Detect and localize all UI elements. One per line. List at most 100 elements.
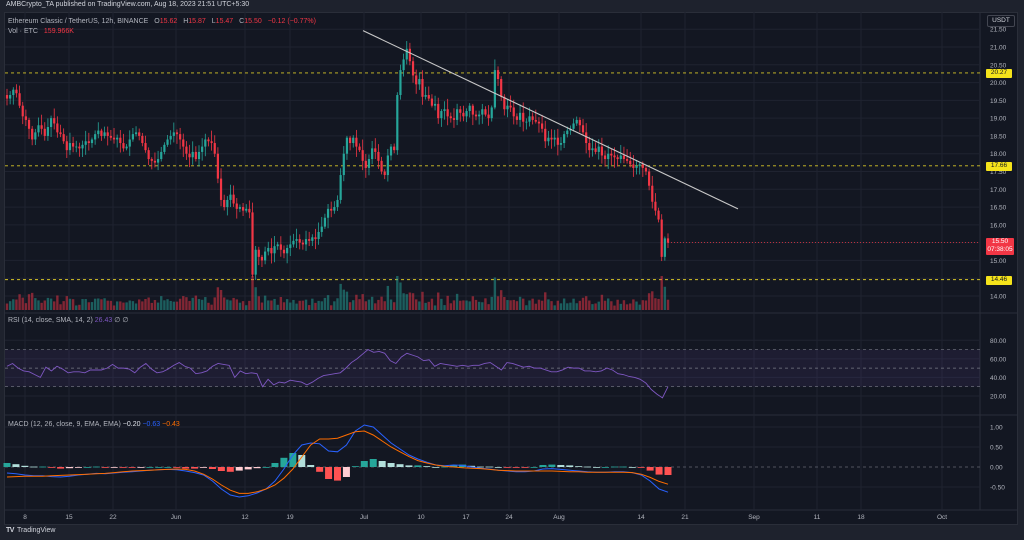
- macd-histogram-bar: [48, 467, 56, 468]
- volume-bar: [632, 299, 635, 310]
- volume-bar: [27, 294, 31, 310]
- macd-axis-label: 0.00: [990, 465, 1003, 472]
- macd-histogram-bar: [378, 461, 386, 467]
- candle-body: [361, 150, 364, 161]
- macd-histogram-bar: [200, 467, 208, 468]
- candle-body: [430, 98, 434, 106]
- currency-button[interactable]: USDT: [987, 15, 1015, 27]
- volume-bar: [18, 294, 21, 310]
- candle-body: [651, 185, 654, 202]
- macd-histogram-bar: [146, 467, 154, 468]
- volume-value: 159.966K: [43, 28, 74, 35]
- volume-bar: [30, 292, 34, 310]
- rsi-extra-1: ∅: [114, 317, 121, 324]
- candle-body: [75, 146, 78, 148]
- volume-bar: [496, 296, 500, 310]
- volume-bar: [339, 283, 342, 310]
- candle-body: [248, 208, 251, 213]
- volume-bar: [330, 305, 333, 310]
- price-axis-label: 17.50: [990, 169, 1007, 176]
- candle-body: [141, 135, 144, 144]
- volume-bar: [613, 305, 616, 310]
- candle-body: [588, 143, 591, 151]
- candle-body: [339, 175, 342, 200]
- volume-label[interactable]: Vol · ETC: [8, 28, 38, 35]
- volume-bar: [289, 302, 292, 310]
- volume-bar: [437, 292, 440, 310]
- volume-bar: [575, 303, 578, 310]
- candle-body: [34, 132, 37, 140]
- candle-body: [518, 112, 522, 120]
- volume-bar: [392, 302, 396, 310]
- macd-histogram-bar: [521, 467, 529, 468]
- candle-body: [103, 132, 106, 136]
- volume-bar: [616, 299, 619, 310]
- macd-axis-label: 0.50: [990, 445, 1003, 452]
- candle-body: [553, 137, 556, 140]
- candle-body: [424, 95, 427, 97]
- volume-bar: [263, 295, 267, 310]
- volume-bar: [317, 300, 320, 310]
- volume-bar: [333, 301, 336, 310]
- candle-body: [421, 79, 424, 97]
- macd-label[interactable]: MACD (12, 26, close, 9, EMA, EMA): [8, 421, 121, 428]
- volume-bar: [490, 296, 493, 310]
- macd-histogram-bar: [289, 453, 297, 467]
- macd-histogram-bar: [74, 467, 82, 468]
- volume-bar: [534, 303, 537, 310]
- volume-bar: [182, 296, 185, 310]
- macd-histogram-bar: [575, 466, 583, 467]
- rsi-line: [6, 349, 669, 399]
- candle-body: [119, 137, 122, 144]
- candle-body: [301, 242, 304, 245]
- candle-body: [374, 148, 377, 152]
- rsi-label[interactable]: RSI (14, close, SMA, 14, 2): [8, 317, 93, 324]
- volume-bar: [178, 298, 182, 310]
- time-axis-label: Oct: [937, 514, 947, 521]
- tradingview-logo-icon: TV: [6, 527, 14, 534]
- volume-bar: [641, 300, 645, 310]
- volume-bar: [229, 300, 232, 310]
- volume-bar: [311, 298, 314, 310]
- volume-bar: [115, 301, 119, 310]
- volume-bar: [566, 303, 569, 310]
- volume-bar: [21, 297, 24, 310]
- candle-body: [72, 143, 75, 147]
- candle-body: [68, 143, 72, 151]
- volume-bar: [468, 301, 471, 310]
- volume-bar: [292, 299, 295, 310]
- volume-bar: [150, 302, 153, 310]
- candle-body: [201, 146, 204, 152]
- candle-body: [402, 59, 405, 71]
- macd-histogram-bar: [441, 466, 449, 468]
- candle-body: [235, 203, 238, 209]
- macd-histogram-bar: [566, 465, 574, 467]
- candle-body: [648, 171, 651, 186]
- price-axis-label: 18.00: [990, 151, 1007, 158]
- candle-body: [380, 160, 383, 172]
- candle-body: [462, 112, 465, 117]
- candle-body: [216, 153, 219, 179]
- candle-body: [446, 109, 449, 117]
- symbol-title[interactable]: Ethereum Classic / TetherUS, 12h, BINANC…: [8, 18, 149, 25]
- close-label: C: [239, 18, 245, 25]
- candle-body: [264, 251, 267, 261]
- time-axis-label: 24: [505, 514, 513, 521]
- candle-body: [333, 207, 336, 211]
- candle-body: [49, 118, 53, 128]
- candle-body: [594, 148, 597, 152]
- candle-body: [166, 139, 169, 145]
- candle-body: [175, 132, 179, 135]
- volume-bar: [559, 303, 563, 310]
- volume-bar: [200, 299, 204, 310]
- close-value: 15.50: [244, 18, 262, 25]
- macd-histogram-bar: [351, 466, 359, 467]
- volume-bar: [219, 289, 223, 310]
- volume-bar: [465, 300, 468, 310]
- volume-bar: [163, 300, 166, 310]
- candle-body: [185, 146, 188, 154]
- volume-bar: [644, 300, 648, 310]
- macd-histogram-bar: [476, 466, 484, 468]
- price-axis-label: 16.00: [990, 222, 1007, 229]
